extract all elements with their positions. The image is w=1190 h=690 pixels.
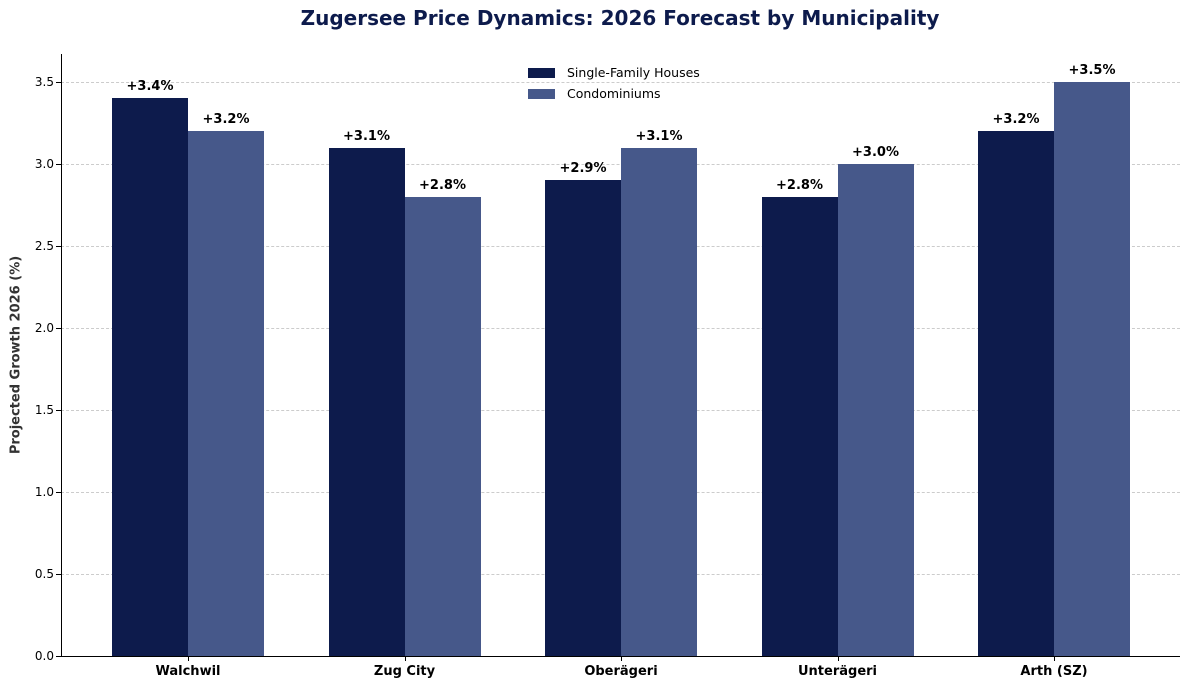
legend: Single-Family Houses Condominiums <box>528 62 700 104</box>
bar-value-label: +2.8% <box>776 177 823 193</box>
y-tick-label: 2.0 <box>34 321 54 335</box>
bar-sfh <box>761 196 838 656</box>
legend-item-sfh: Single-Family Houses <box>528 62 700 83</box>
legend-swatch-sfh <box>528 67 555 78</box>
bar-sfh <box>978 131 1054 656</box>
bar-condo <box>188 131 264 656</box>
y-tick-label: 3.5 <box>34 75 54 89</box>
y-tick-mark <box>56 82 61 83</box>
y-tick-mark <box>56 656 61 657</box>
bar-value-label: +2.9% <box>559 161 607 177</box>
legend-swatch-condo <box>528 88 555 99</box>
y-axis-label: Projected Growth 2026 (%) <box>8 255 24 455</box>
y-tick-label: 0.0 <box>34 649 54 663</box>
bar-value-label: +3.5% <box>1068 63 1116 78</box>
legend-label: Condominiums <box>567 86 661 101</box>
bar-value-label: +2.8% <box>419 177 466 193</box>
bar-sfh <box>112 98 188 656</box>
legend-label: Single-Family Houses <box>567 65 700 80</box>
bar-condo <box>1054 82 1130 656</box>
x-tick-mark <box>1054 656 1055 661</box>
gridline <box>61 82 1180 83</box>
bar-value-label: +3.1% <box>343 128 390 144</box>
y-tick-label: 2.5 <box>34 239 54 253</box>
x-tick-mark <box>404 656 406 661</box>
bar-sfh <box>545 180 621 656</box>
x-tick-label: Arth (SZ) <box>1020 664 1088 679</box>
y-tick-mark <box>56 164 61 165</box>
x-tick-mark <box>188 656 189 661</box>
y-axis-line <box>61 54 62 657</box>
x-tick-label: Unterägeri <box>797 664 878 679</box>
chart-title: Zugersee Price Dynamics: 2026 Forecast b… <box>300 6 940 30</box>
bar-value-label: +3.1% <box>635 128 683 144</box>
y-tick-mark <box>56 328 61 329</box>
x-tick-label: Walchwil <box>155 664 221 679</box>
y-tick-label: 1.0 <box>34 485 54 499</box>
y-tick-label: 3.0 <box>34 157 54 171</box>
gridline <box>61 164 1180 165</box>
y-tick-mark <box>56 574 61 575</box>
bar-value-label: +3.4% <box>126 79 174 95</box>
bar-value-label: +3.2% <box>202 112 250 128</box>
bar-condo <box>404 196 481 656</box>
x-tick-mark <box>621 656 622 661</box>
y-tick-label: 0.5 <box>34 567 54 581</box>
bar-sfh <box>328 147 405 656</box>
bar-condo <box>621 147 697 656</box>
y-tick-label: 1.5 <box>34 403 54 417</box>
bar-value-label: +3.2% <box>992 112 1040 128</box>
legend-item-condo: Condominiums <box>528 83 700 104</box>
x-axis-line <box>61 656 1180 657</box>
y-tick-mark <box>56 410 61 411</box>
x-tick-label: Oberägeri <box>584 664 658 679</box>
bar-value-label: +3.0% <box>852 145 899 160</box>
bar-condo <box>837 164 914 656</box>
y-tick-mark <box>56 492 61 493</box>
x-tick-mark <box>837 656 839 661</box>
y-tick-mark <box>56 246 61 247</box>
x-tick-label: Zug City <box>373 664 436 679</box>
